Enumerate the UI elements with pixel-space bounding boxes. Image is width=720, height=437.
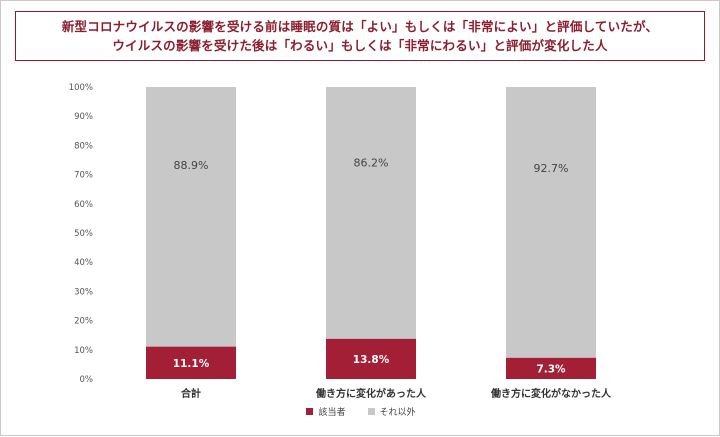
bar-segment-other (506, 87, 596, 358)
y-tick-label: 80% (74, 141, 93, 151)
data-label-other: 86.2% (354, 157, 389, 170)
bar-segment-other (326, 87, 416, 339)
legend-item-other: それ以外 (367, 405, 416, 418)
legend: 該当者 それ以外 (1, 405, 720, 418)
y-tick-label: 60% (74, 200, 93, 210)
y-tick-label: 40% (74, 258, 93, 268)
data-label-other: 92.7% (534, 162, 569, 175)
chart-title-line-2: ウイルスの影響を受けた後は「わるい」もしくは「非常にわるい」と評価が変化した人 (112, 38, 608, 53)
bar-segment-target (146, 346, 236, 379)
chart-title-box: 新型コロナウイルスの影響を受ける前は睡眠の質は「よい」もしくは「非常によい」と評… (15, 11, 705, 61)
chart-title-line-1: 新型コロナウイルスの影響を受ける前は睡眠の質は「よい」もしくは「非常によい」と評… (61, 19, 659, 34)
y-tick-label: 10% (74, 346, 93, 356)
bar-segment-target (326, 338, 416, 379)
y-tick-label: 70% (74, 171, 93, 181)
y-tick-label: 50% (74, 229, 93, 239)
data-label-other: 88.9% (174, 159, 209, 172)
data-label-target: 13.8% (353, 354, 390, 366)
data-label-target: 7.3% (536, 363, 566, 375)
y-tick-label: 30% (74, 287, 93, 297)
legend-item-target: 該当者 (306, 405, 346, 418)
y-tick-label: 20% (74, 317, 93, 327)
legend-label-other: それ以外 (379, 408, 416, 418)
bar-segment-other (146, 87, 236, 347)
x-category-label: 合計 (180, 387, 201, 400)
y-tick-label: 90% (74, 112, 93, 122)
x-category-label: 働き方に変化があった人 (315, 387, 427, 400)
y-tick-label: 0% (80, 375, 94, 385)
y-tick-label: 100% (69, 83, 93, 93)
bar-segment-target (506, 357, 596, 379)
data-label-target: 11.1% (173, 358, 210, 370)
legend-label-target: 該当者 (318, 408, 346, 418)
legend-swatch-other (367, 408, 375, 415)
legend-swatch-target (306, 408, 314, 415)
x-category-label: 働き方に変化がなかった人 (490, 387, 612, 400)
